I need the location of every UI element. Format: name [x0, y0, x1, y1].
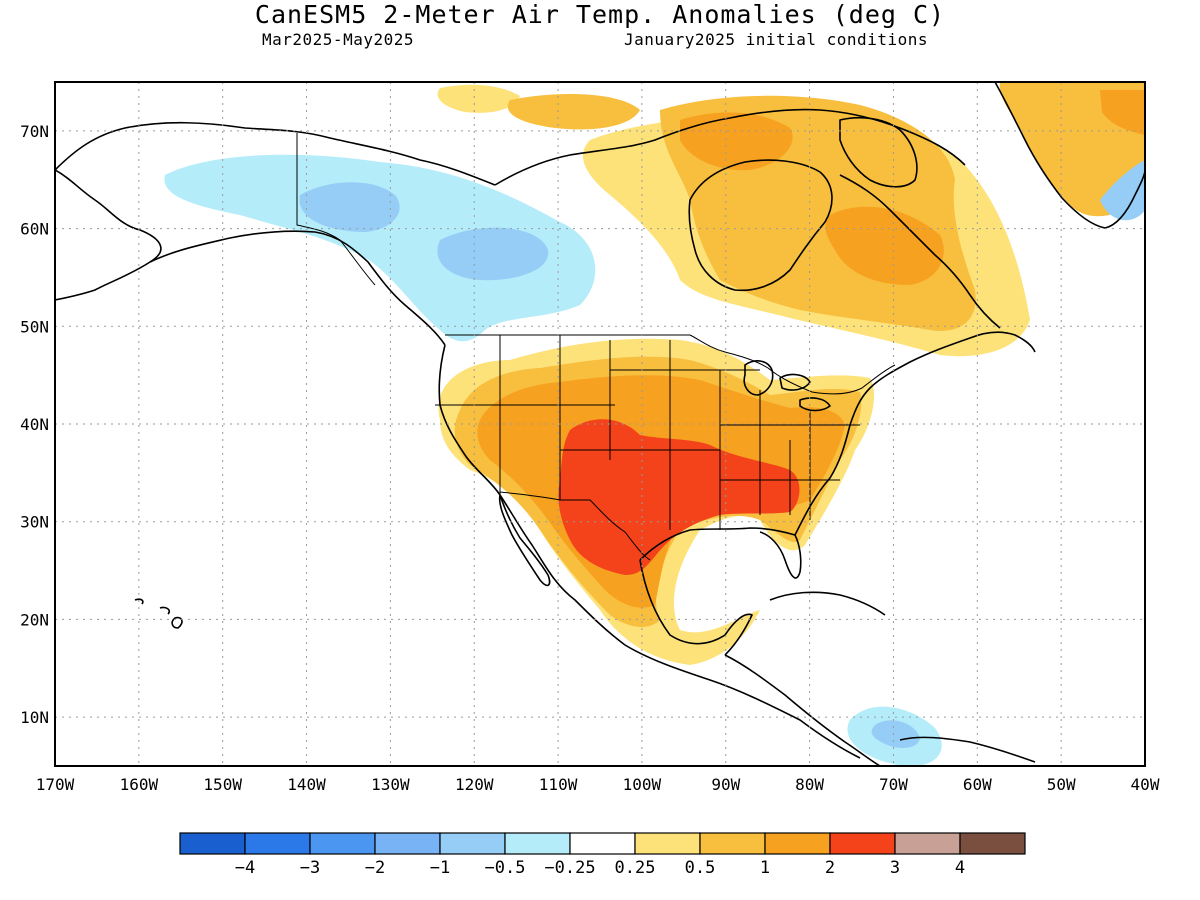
initial-conditions: January2025 initial conditions: [624, 30, 928, 49]
anomaly-region-cool-bc: [437, 227, 549, 281]
lon-tick-label: 140W: [287, 775, 326, 794]
coastline-south-america: [899, 736, 1036, 763]
coastline-great-lakes: [743, 360, 831, 412]
border-us-mexico: [499, 491, 651, 561]
lat-tick-label: 70N: [20, 122, 49, 141]
colorbar-swatch: [699, 832, 766, 855]
colorbar-swatch: [504, 832, 571, 855]
coastline-hudson-bay: [688, 159, 833, 292]
lon-tick-label: 50W: [1047, 775, 1076, 794]
colorbar-swatch: [244, 832, 311, 855]
anomaly-region-warm-arctic-north: [507, 94, 640, 130]
coastline-arctic-islands: [494, 108, 966, 186]
coastline-alaska-north: [55, 121, 496, 186]
lon-tick-label: 120W: [455, 775, 494, 794]
political-borders: [296, 133, 896, 561]
colorbar-label: −2: [365, 858, 385, 878]
latitude-labels: 10N 20N 30N 40N 50N 60N 70N: [20, 122, 49, 727]
anomaly-region-cool-caribbean-core: [871, 720, 920, 748]
colorbar-swatch: [894, 832, 961, 855]
colorbar-swatch: [634, 832, 701, 855]
border-us-canada: [445, 334, 896, 395]
coastline-pacific-us: [438, 344, 861, 759]
lat-tick-label: 50N: [20, 317, 49, 336]
coastline-alaska-west: [55, 169, 162, 301]
colorbar-label: 0.5: [685, 858, 716, 878]
colorbar-swatch: [439, 832, 506, 855]
lon-tick-label: 130W: [371, 775, 410, 794]
lon-tick-label: 80W: [795, 775, 824, 794]
colorbar-swatch: [569, 832, 636, 855]
colorbar-label: 2: [825, 858, 835, 878]
forecast-period: Mar2025-May2025: [262, 30, 414, 49]
coastline-hawaii: [134, 598, 183, 629]
map-frame: [54, 81, 1146, 767]
colorbar-swatch: [829, 832, 896, 855]
coastline-baffin: [839, 116, 918, 188]
coastline-atlantic-us: [794, 331, 1036, 536]
lon-tick-label: 160W: [120, 775, 159, 794]
anomaly-fields: [164, 82, 1145, 766]
anomaly-region-hot-southcentral: [558, 419, 800, 575]
map-title: CanESM5 2-Meter Air Temp. Anomalies (deg…: [254, 0, 946, 29]
graticule: [55, 82, 1145, 766]
coastline-baja: [498, 494, 551, 587]
anomaly-region-cool-greenland-coast: [1100, 160, 1145, 221]
state-lines-west: [435, 335, 760, 530]
colorbar-label: 0.25: [615, 858, 656, 878]
lat-tick-label: 40N: [20, 415, 49, 434]
lat-tick-label: 20N: [20, 610, 49, 629]
lon-tick-label: 90W: [711, 775, 740, 794]
anomaly-region-warm-quebec: [825, 206, 944, 285]
colorbar-label: −0.5: [485, 858, 526, 878]
colorbar-label: −0.25: [544, 858, 595, 878]
coastline-labrador: [839, 174, 1001, 329]
lat-tick-label: 10N: [20, 708, 49, 727]
colorbar-label: −1: [430, 858, 450, 878]
lat-tick-label: 60N: [20, 220, 49, 239]
border-alaska-canada: [296, 133, 376, 286]
coastline-greenland: [994, 82, 1145, 229]
lon-tick-label: 110W: [539, 775, 578, 794]
lat-tick-label: 30N: [20, 513, 49, 532]
colorbar-label: −3: [300, 858, 320, 878]
lon-tick-label: 70W: [879, 775, 908, 794]
colorbar-swatch: [959, 832, 1026, 855]
lon-tick-label: 40W: [1131, 775, 1160, 794]
anomaly-region-warm-arctic-islands: [437, 84, 520, 113]
lon-tick-label: 150W: [203, 775, 242, 794]
anomaly-region-cool-yukon: [299, 182, 400, 232]
colorbar-label: −4: [235, 858, 255, 878]
colorbar-label: 4: [955, 858, 965, 878]
coastlines: [55, 82, 1145, 766]
lon-tick-label: 100W: [623, 775, 662, 794]
coastline-central-america: [724, 654, 881, 766]
longitude-labels: 170W 160W 150W 140W 130W 120W 110W 100W 90W 80W 70…: [36, 775, 1160, 794]
coastline-yucatan: [639, 559, 753, 656]
anomaly-region-warm-nunavut: [680, 112, 793, 171]
state-lines-east: [720, 390, 860, 520]
lon-tick-label: 170W: [36, 775, 75, 794]
coastline-cuba: [769, 591, 886, 616]
colorbar-label: 1: [760, 858, 770, 878]
colorbar: −4 −3 −2 −1 −0.5 −0.25 0.25 0.5 1 2 3 4: [179, 832, 1026, 878]
coastline-gulf-alaska: [149, 230, 446, 346]
anomaly-region-warm-greenland-core: [1100, 90, 1145, 135]
colorbar-swatch: [179, 832, 246, 855]
colorbar-label: 3: [890, 858, 900, 878]
lon-tick-label: 60W: [963, 775, 992, 794]
colorbar-swatch: [374, 832, 441, 855]
anomaly-region-cool-alaska: [164, 154, 596, 342]
colorbar-swatch: [764, 832, 831, 855]
colorbar-swatch: [309, 832, 376, 855]
